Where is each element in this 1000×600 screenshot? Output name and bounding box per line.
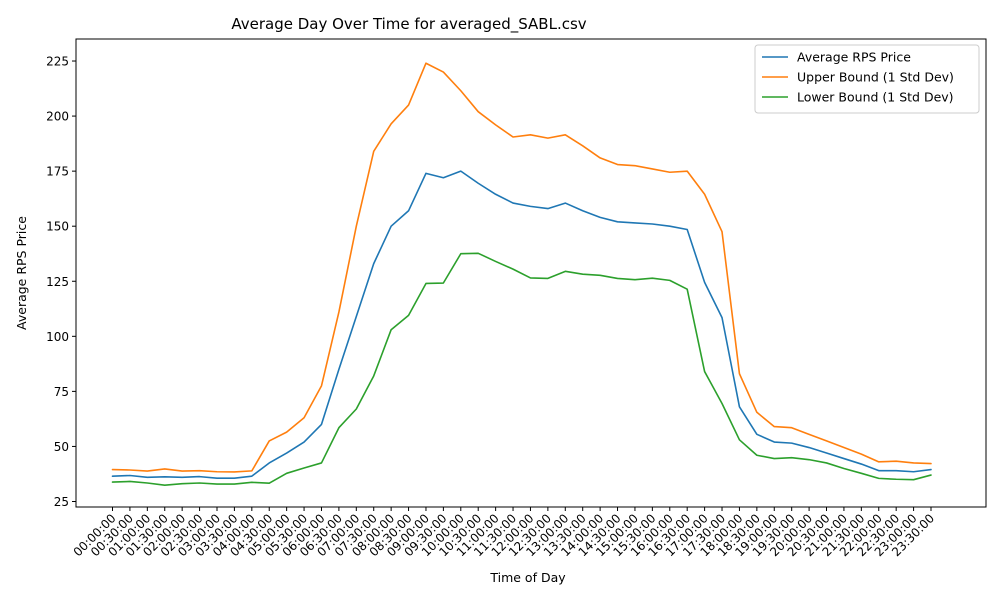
- y-tick-label: 50: [54, 440, 69, 454]
- y-tick-label: 75: [54, 385, 69, 399]
- y-tick-label: 225: [46, 55, 69, 69]
- plot-frame: [75, 38, 987, 508]
- legend: Average RPS Price Upper Bound (1 Std Dev)…: [754, 44, 980, 114]
- y-tick-label: 25: [54, 495, 69, 509]
- y-tick-label: 125: [46, 275, 69, 289]
- legend-box: [754, 44, 980, 114]
- series-line-1: [111, 170, 932, 479]
- chart-title: Average Day Over Time for averaged_SABL.…: [231, 15, 586, 34]
- y-tick-label: 175: [46, 165, 69, 179]
- legend-label-2: Upper Bound (1 Std Dev): [797, 70, 954, 85]
- legend-label-1: Average RPS Price: [797, 50, 911, 65]
- series-line-3: [111, 252, 932, 487]
- y-tick-label: 150: [46, 220, 69, 234]
- y-axis-title: Average RPS Price: [14, 216, 29, 330]
- x-axis-title: Time of Day: [489, 570, 566, 585]
- x-axis: 00:00:0000:30:0001:00:0001:30:0002:00:00…: [71, 507, 937, 559]
- y-tick-label: 200: [46, 110, 69, 124]
- series-line-2: [111, 62, 932, 473]
- y-axis: 25 50 75 100 125 150 175 200 225: [46, 55, 76, 509]
- plot-area: [111, 62, 932, 487]
- y-tick-label: 100: [46, 330, 69, 344]
- legend-label-3: Lower Bound (1 Std Dev): [797, 90, 954, 105]
